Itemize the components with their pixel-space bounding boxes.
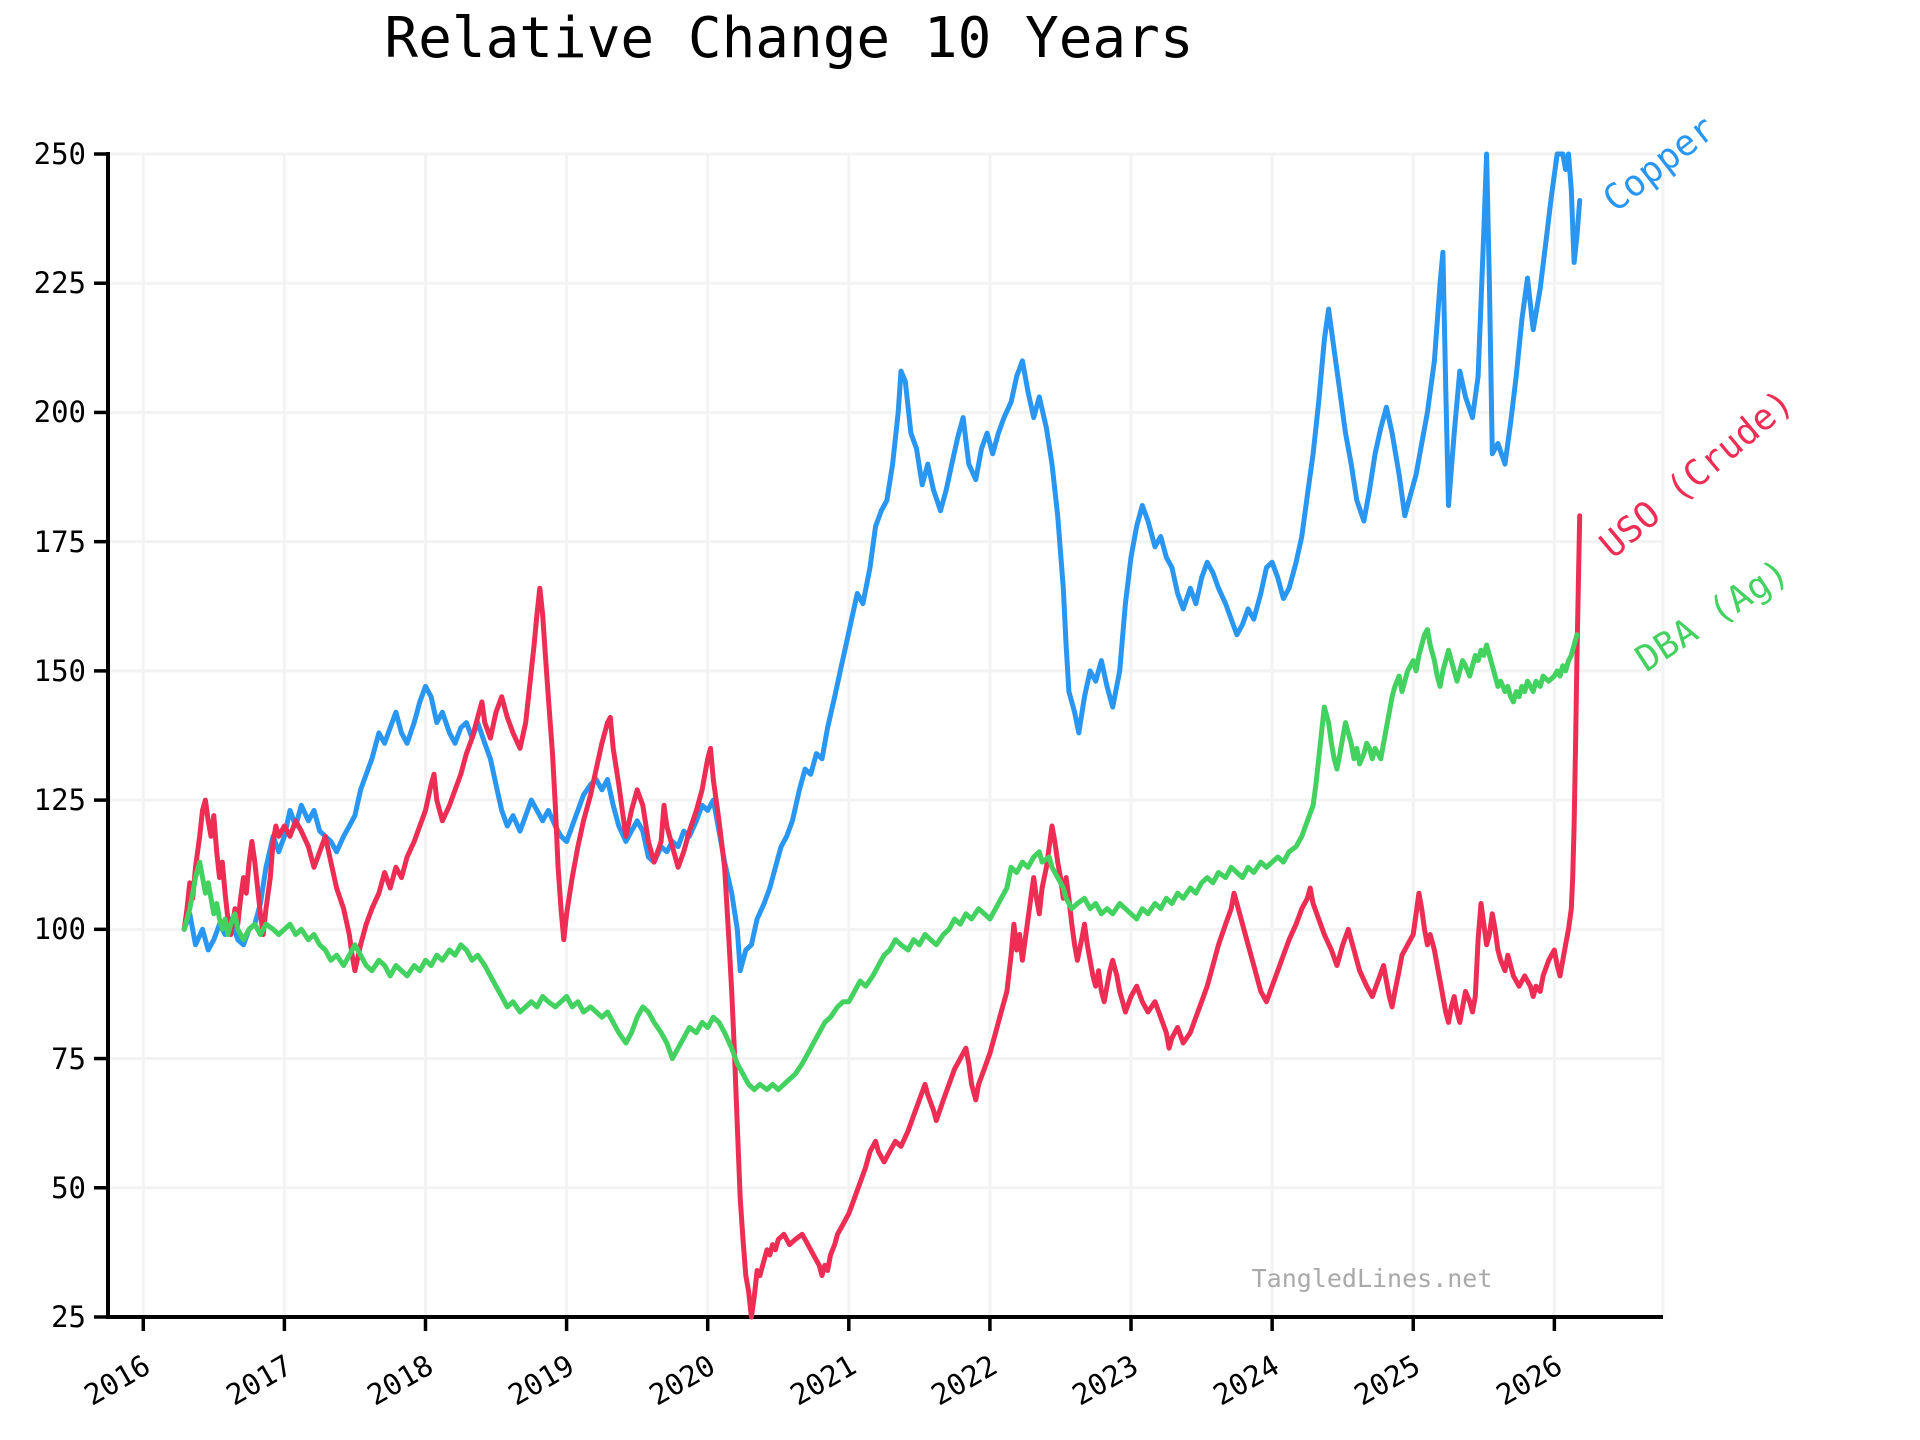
series-line-copper (181, 151, 1583, 974)
y-tick-label: 200 (33, 395, 86, 430)
y-tick-label: 75 (51, 1041, 86, 1076)
y-tick-label: 175 (33, 524, 86, 559)
y-tick-label: 125 (33, 783, 86, 818)
y-tick-label: 50 (51, 1170, 86, 1205)
watermark: TangledLines.net (1251, 1264, 1493, 1293)
y-tick-label: 100 (33, 912, 86, 947)
series-line-dba (181, 627, 1580, 1093)
y-tick-label: 250 (33, 137, 86, 171)
series-line-uso (181, 513, 1583, 1320)
chart-title: Relative Change 10 Years (384, 6, 1194, 71)
y-tick-label: 225 (33, 266, 86, 301)
y-tick-label: 25 (51, 1300, 86, 1334)
y-tick-label: 150 (33, 653, 86, 688)
